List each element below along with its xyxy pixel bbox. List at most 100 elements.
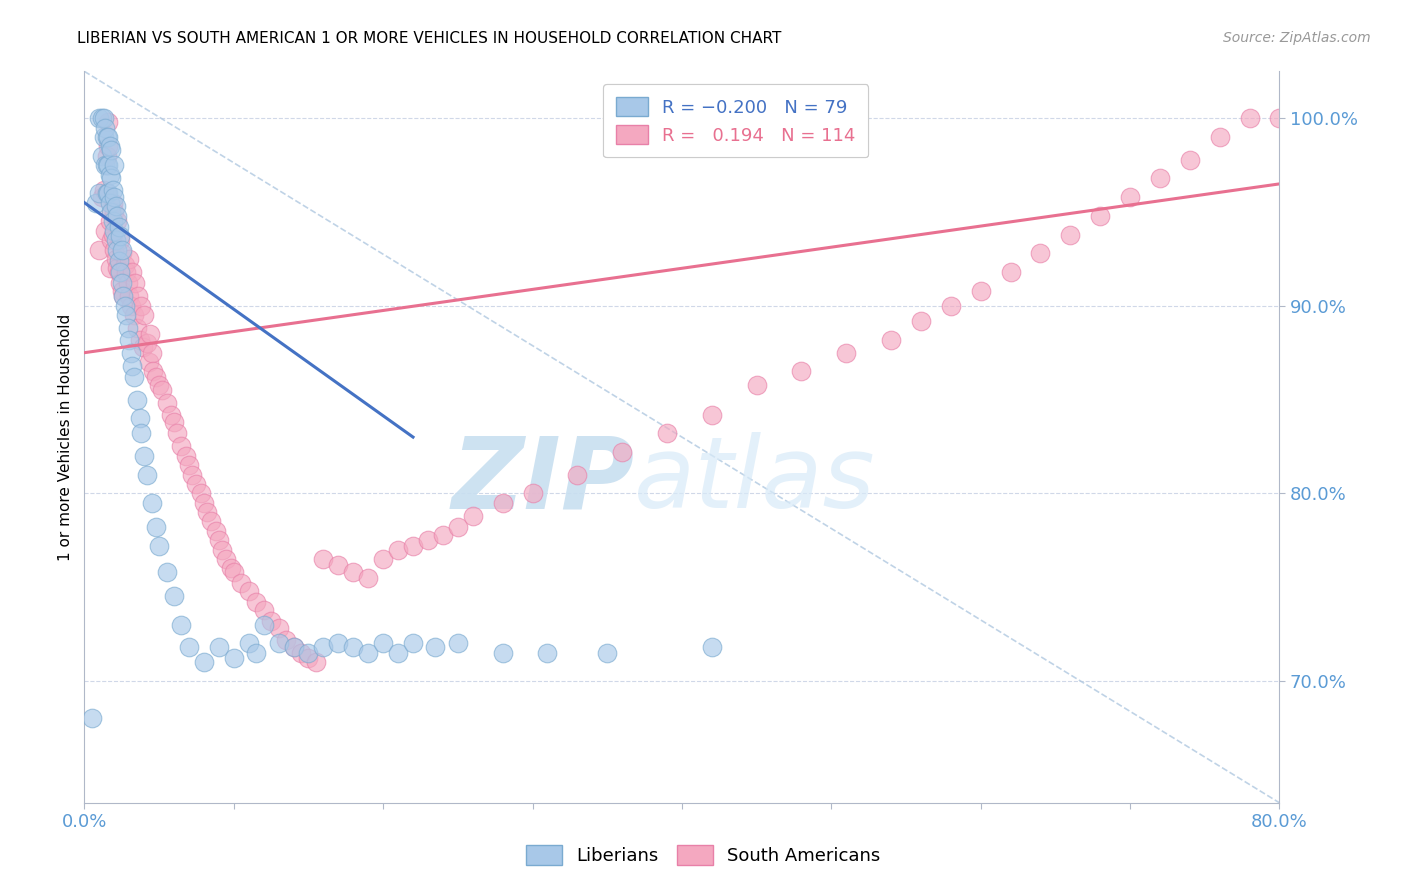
Point	[128, 333, 150, 347]
Point	[107, 265, 129, 279]
Point	[939, 299, 962, 313]
Point	[700, 408, 723, 422]
Point	[97, 130, 120, 145]
Point	[110, 229, 132, 244]
Point	[190, 486, 212, 500]
Point	[166, 426, 188, 441]
Point	[150, 383, 173, 397]
Point	[96, 186, 118, 201]
Point	[1119, 190, 1142, 204]
Point	[107, 253, 129, 268]
Point	[121, 359, 143, 373]
Point	[93, 130, 115, 145]
Point	[425, 640, 447, 654]
Point	[163, 415, 186, 429]
Point	[1298, 112, 1320, 126]
Point	[98, 195, 121, 210]
Point	[100, 143, 122, 157]
Point	[115, 308, 138, 322]
Point	[219, 561, 242, 575]
Point	[131, 340, 153, 354]
Point	[125, 321, 148, 335]
Point	[416, 533, 439, 548]
Point	[447, 520, 470, 534]
Point	[373, 552, 395, 566]
Point	[100, 205, 122, 219]
Point	[100, 171, 122, 186]
Point	[105, 261, 128, 276]
Point	[94, 224, 117, 238]
Point	[103, 190, 125, 204]
Point	[312, 640, 335, 654]
Point	[98, 261, 121, 276]
Point	[970, 284, 993, 298]
Text: Source: ZipAtlas.com: Source: ZipAtlas.com	[1223, 31, 1371, 45]
Point	[910, 314, 932, 328]
Point	[148, 539, 170, 553]
Point	[132, 308, 156, 322]
Point	[110, 233, 132, 247]
Point	[373, 636, 395, 650]
Point	[522, 486, 544, 500]
Point	[139, 326, 162, 341]
Point	[567, 467, 589, 482]
Point	[208, 640, 231, 654]
Point	[1029, 246, 1052, 260]
Point	[432, 527, 454, 541]
Point	[89, 243, 111, 257]
Point	[655, 426, 678, 441]
Point	[118, 333, 141, 347]
Point	[117, 277, 139, 291]
Point	[612, 445, 634, 459]
Point	[138, 355, 160, 369]
Point	[101, 227, 124, 242]
Point	[174, 449, 197, 463]
Point	[160, 408, 183, 422]
Point	[105, 243, 128, 257]
Point	[103, 158, 125, 172]
Point	[111, 284, 134, 298]
Point	[111, 277, 134, 291]
Point	[94, 158, 117, 172]
Point	[112, 289, 135, 303]
Point	[94, 120, 117, 135]
Point	[305, 655, 328, 669]
Point	[120, 345, 142, 359]
Point	[260, 614, 283, 628]
Point	[91, 149, 114, 163]
Point	[104, 199, 127, 213]
Point	[245, 595, 267, 609]
Point	[193, 655, 215, 669]
Point	[267, 621, 290, 635]
Point	[98, 168, 121, 182]
Point	[142, 364, 165, 378]
Point	[129, 426, 152, 441]
Point	[80, 711, 103, 725]
Point	[121, 265, 143, 279]
Point	[98, 214, 121, 228]
Point	[103, 224, 125, 238]
Point	[170, 617, 193, 632]
Point	[100, 205, 122, 219]
Point	[357, 571, 380, 585]
Point	[105, 209, 128, 223]
Point	[596, 646, 619, 660]
Point	[1090, 209, 1112, 223]
Point	[297, 651, 319, 665]
Point	[357, 646, 380, 660]
Point	[103, 205, 125, 219]
Point	[141, 496, 163, 510]
Point	[111, 246, 134, 260]
Point	[402, 636, 425, 650]
Point	[117, 321, 139, 335]
Point	[125, 392, 148, 407]
Point	[835, 345, 858, 359]
Text: ZIP: ZIP	[451, 433, 634, 530]
Point	[1209, 130, 1232, 145]
Point	[1000, 265, 1022, 279]
Point	[110, 277, 132, 291]
Point	[127, 289, 149, 303]
Point	[245, 646, 267, 660]
Point	[193, 496, 215, 510]
Point	[145, 370, 167, 384]
